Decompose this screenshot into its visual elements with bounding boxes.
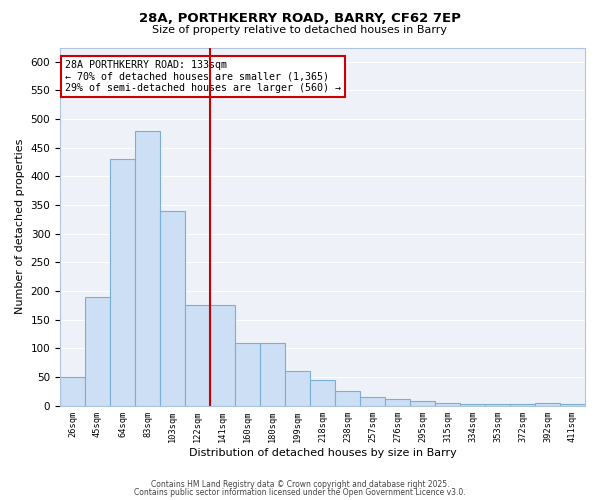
Bar: [535, 402, 560, 406]
Bar: [235, 342, 260, 406]
Bar: [110, 159, 135, 406]
Bar: [60, 377, 85, 406]
Text: Size of property relative to detached houses in Barry: Size of property relative to detached ho…: [152, 25, 448, 35]
Text: Contains HM Land Registry data © Crown copyright and database right 2025.: Contains HM Land Registry data © Crown c…: [151, 480, 449, 489]
Bar: [360, 397, 385, 406]
Text: 28A PORTHKERRY ROAD: 133sqm
← 70% of detached houses are smaller (1,365)
29% of : 28A PORTHKERRY ROAD: 133sqm ← 70% of det…: [65, 60, 341, 93]
Bar: [160, 211, 185, 406]
Bar: [385, 398, 410, 406]
Bar: [510, 404, 535, 406]
Bar: [310, 380, 335, 406]
Bar: [210, 306, 235, 406]
Bar: [285, 371, 310, 406]
Y-axis label: Number of detached properties: Number of detached properties: [15, 139, 25, 314]
Bar: [335, 392, 360, 406]
Bar: [460, 404, 485, 406]
Text: 28A, PORTHKERRY ROAD, BARRY, CF62 7EP: 28A, PORTHKERRY ROAD, BARRY, CF62 7EP: [139, 12, 461, 26]
Bar: [560, 404, 585, 406]
Bar: [485, 404, 510, 406]
X-axis label: Distribution of detached houses by size in Barry: Distribution of detached houses by size …: [188, 448, 457, 458]
Bar: [185, 306, 210, 406]
Bar: [410, 401, 435, 406]
Bar: [435, 402, 460, 406]
Bar: [85, 296, 110, 406]
Text: Contains public sector information licensed under the Open Government Licence v3: Contains public sector information licen…: [134, 488, 466, 497]
Bar: [135, 130, 160, 406]
Bar: [260, 342, 285, 406]
